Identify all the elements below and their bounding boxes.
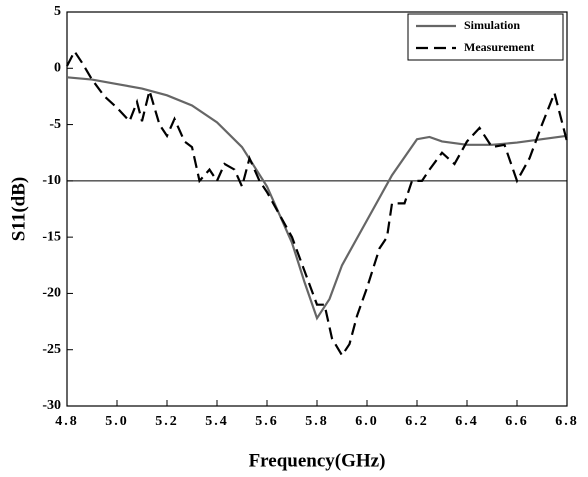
x-axis-label: Frequency(GHz): [249, 450, 386, 471]
y-tick-label: -30: [42, 398, 61, 413]
x-tick-label: 6.2: [405, 414, 429, 429]
series-line: [66, 76, 568, 321]
y-tick-label: -10: [42, 173, 61, 188]
x-tick-label: 6.4: [455, 414, 479, 429]
legend-label: Simulation: [464, 18, 520, 32]
y-tick-label: -25: [42, 342, 61, 357]
y-axis-label: S11(dB): [8, 177, 29, 241]
y-tick-label: -20: [42, 286, 61, 301]
series-line: [66, 49, 569, 358]
x-tick-label: 5.0: [105, 414, 129, 429]
x-tick-label: 6.8: [555, 414, 579, 429]
plot-frame: [66, 11, 568, 407]
y-tick-label: 5: [54, 4, 61, 19]
x-tick-label: 5.2: [155, 414, 179, 429]
x-tick-label: 4.8: [55, 414, 79, 429]
y-tick-label: 0: [54, 61, 61, 76]
x-tick-label: 5.4: [205, 414, 229, 429]
x-tick-label: 6.0: [355, 414, 379, 429]
x-tick-label: 5.6: [255, 414, 279, 429]
legend-box: [407, 13, 564, 61]
y-tick-label: -5: [49, 117, 61, 132]
legend-label: Measurement: [464, 40, 534, 54]
y-tick-label: -15: [42, 229, 61, 244]
x-tick-label: 5.8: [305, 414, 329, 429]
x-tick-label: 6.6: [505, 414, 529, 429]
